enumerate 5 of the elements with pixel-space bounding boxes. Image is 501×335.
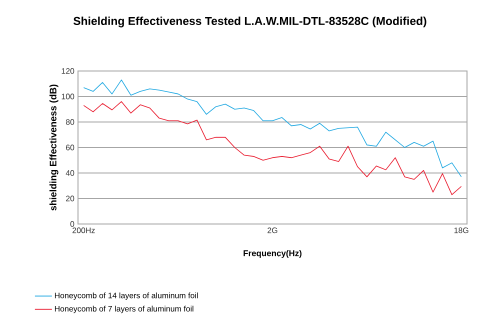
chart-title: Shielding Effectiveness Tested L.A.W.MIL-DTL-83528C (Modified) [73,16,426,28]
line-series [83,80,462,178]
x-axis-title: Frequency(Hz) [244,250,302,258]
y-axis-title: shielding Effectiveness (dB) [49,84,58,211]
line-series [83,101,462,196]
